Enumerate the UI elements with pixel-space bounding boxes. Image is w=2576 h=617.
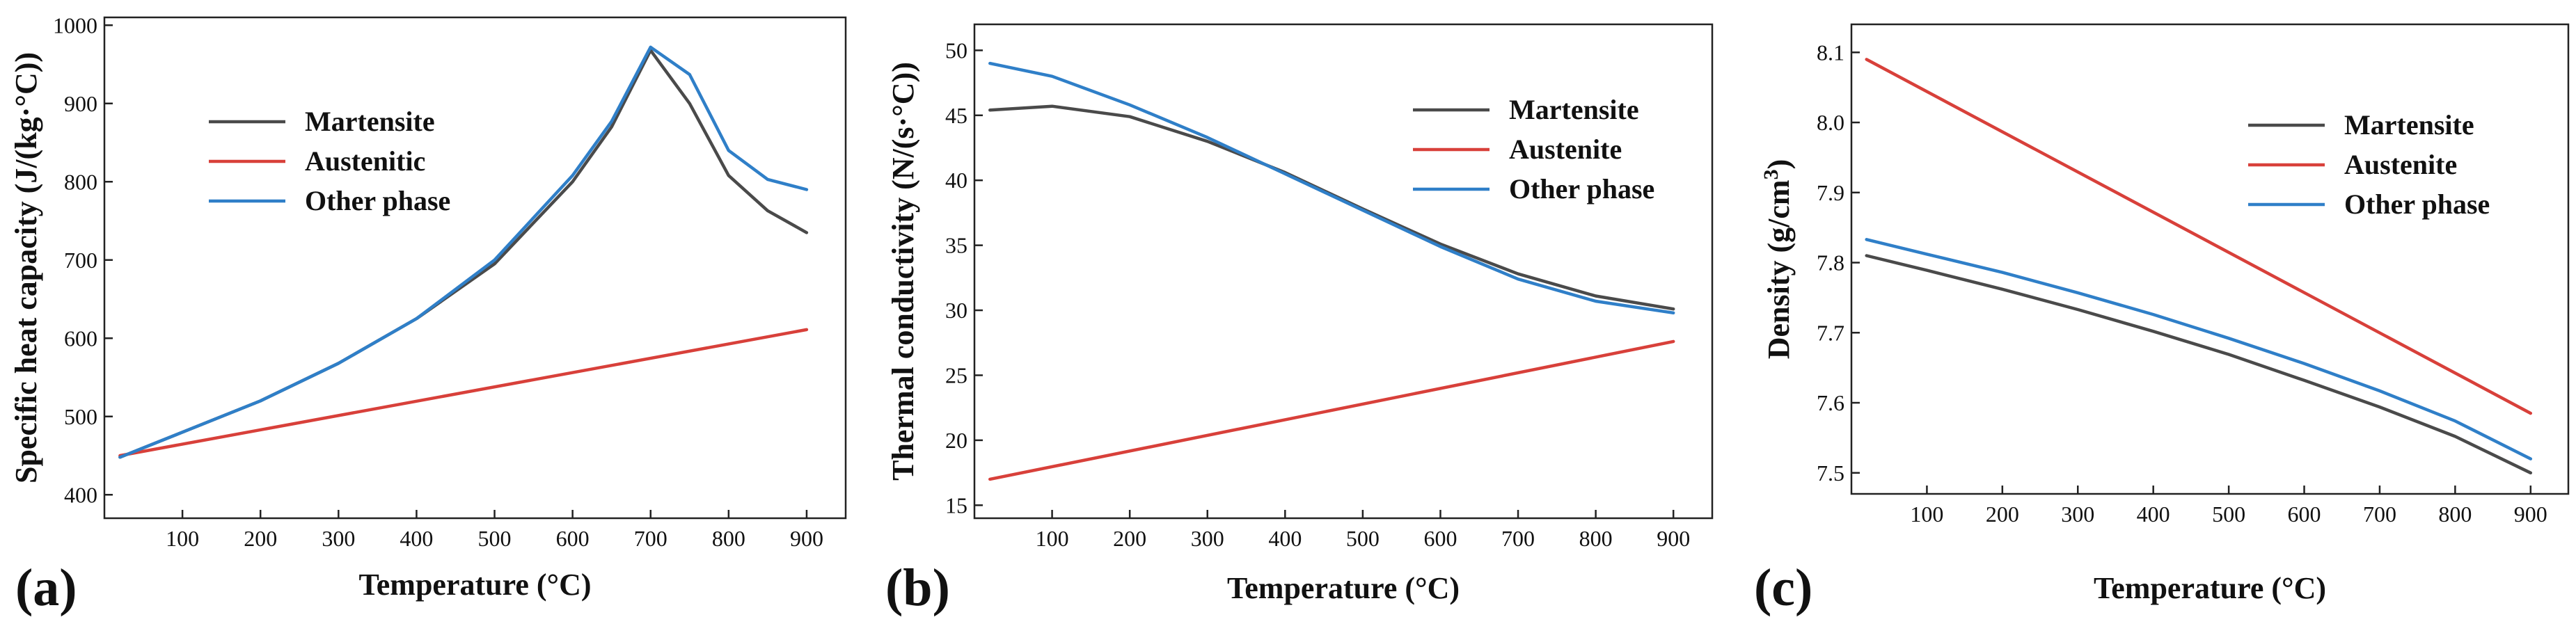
x-axis-title: Temperature (°C) [358, 568, 591, 602]
legend: Martensite Austenite Other phase [2248, 109, 2490, 220]
legend-label: Other phase [1509, 173, 1654, 205]
panel-label: (c) [1754, 559, 1812, 617]
y-tick-label: 600 [64, 326, 97, 351]
x-tick-label: 400 [1268, 526, 1302, 551]
x-tick-label: 900 [2514, 502, 2547, 527]
series-line-austenitic [118, 328, 809, 458]
series-line-other-phase [1865, 238, 2533, 460]
x-tick-label: 500 [2212, 502, 2245, 527]
legend-label: Martensite [305, 106, 435, 137]
x-tick-label: 100 [166, 526, 199, 551]
plot-frame [103, 16, 847, 520]
legend: Martensite Austenitic Other phase [209, 106, 450, 216]
y-tick-label: 50 [945, 38, 967, 63]
series-line-austenite [1865, 58, 2533, 415]
y-tick-label: 500 [64, 404, 97, 429]
y-tick-label: 15 [945, 492, 967, 518]
chart-panel-3: 100 200 300 400 500 600 700 800 900 7.5 7.6 7.7 7.8 7… [1754, 23, 2570, 617]
y-tick-label: 45 [945, 103, 967, 128]
y-tick-label: 30 [945, 298, 967, 323]
y-tick-label: 7.6 [1817, 390, 1844, 415]
x-tick-label: 900 [1657, 526, 1690, 551]
y-tick-label: 8.0 [1817, 110, 1844, 135]
y-axis-title: Thermal conductivity (N/(s·°C)) [886, 62, 920, 481]
y-tick-label: 800 [64, 169, 97, 194]
y-tick-label: 7.5 [1817, 460, 1844, 486]
y-tick-label: 8.1 [1817, 40, 1844, 65]
x-tick-label: 400 [2137, 502, 2170, 527]
x-tick-label: 600 [556, 526, 590, 551]
y-tick-label: 25 [945, 362, 967, 387]
y-tick-label: 400 [64, 482, 97, 507]
x-axis-title: Temperature (°C) [2094, 571, 2326, 605]
x-tick-label: 200 [1113, 526, 1146, 551]
x-tick-label: 500 [478, 526, 512, 551]
chart-panel-1: 100 200 300 400 500 600 700 800 900 400 500 600 700 8… [9, 13, 847, 617]
x-axis-title: Temperature (°C) [1227, 571, 1460, 605]
legend-label: Martensite [1509, 94, 1639, 125]
legend: Martensite Austenite Other phase [1413, 94, 1654, 205]
legend-label: Austenitic [305, 145, 425, 177]
x-tick-label: 800 [2438, 502, 2472, 527]
y-tick-label: 7.8 [1817, 250, 1844, 275]
x-tick-label: 700 [1501, 526, 1535, 551]
y-tick-label: 20 [945, 428, 967, 453]
x-tick-label: 300 [1191, 526, 1224, 551]
panel-label: (a) [15, 559, 77, 617]
legend-label: Other phase [2344, 189, 2490, 220]
series-line-other-phase [118, 45, 809, 459]
series-line-austenite [988, 339, 1675, 481]
x-tick-label: 200 [244, 526, 277, 551]
series-line-martensite [1865, 254, 2533, 475]
y-tick-label: 7.7 [1817, 320, 1844, 345]
x-tick-label: 300 [322, 526, 355, 551]
plot-frame [1850, 23, 2570, 495]
y-tick-label: 700 [64, 248, 97, 273]
y-tick-label: 900 [64, 91, 97, 116]
legend-label: Austenite [1509, 134, 1622, 165]
y-tick-label: 1000 [53, 13, 97, 38]
y-tick-label: 40 [945, 168, 967, 193]
x-tick-label: 400 [400, 526, 433, 551]
legend-label: Martensite [2344, 109, 2474, 141]
y-tick-label: 7.9 [1817, 180, 1844, 205]
x-tick-label: 100 [1036, 526, 1069, 551]
panel-label: (b) [885, 559, 950, 617]
y-axis-title: Density (g/cm3) [1760, 159, 1796, 360]
series-line-other-phase [988, 61, 1675, 315]
legend-label: Austenite [2344, 149, 2457, 180]
x-tick-label: 800 [1579, 526, 1613, 551]
chart-panel-2: 100 200 300 400 500 600 700 800 900 15 20 25 30 35 40 4… [885, 23, 1714, 617]
x-tick-label: 100 [1910, 502, 1943, 527]
plot-frame [973, 23, 1714, 520]
x-tick-label: 700 [634, 526, 667, 551]
x-tick-label: 600 [2288, 502, 2321, 527]
x-tick-label: 800 [712, 526, 745, 551]
legend-label: Other phase [305, 185, 450, 216]
x-tick-label: 300 [2061, 502, 2094, 527]
x-tick-label: 900 [790, 526, 823, 551]
x-tick-label: 600 [1423, 526, 1457, 551]
x-tick-label: 500 [1346, 526, 1380, 551]
x-tick-label: 700 [2363, 502, 2396, 527]
y-tick-label: 35 [945, 233, 967, 258]
y-axis-title: Specific heat capacity (J/(kg·°C)) [9, 52, 43, 483]
series-line-martensite [118, 49, 809, 459]
x-tick-label: 200 [1986, 502, 2019, 527]
